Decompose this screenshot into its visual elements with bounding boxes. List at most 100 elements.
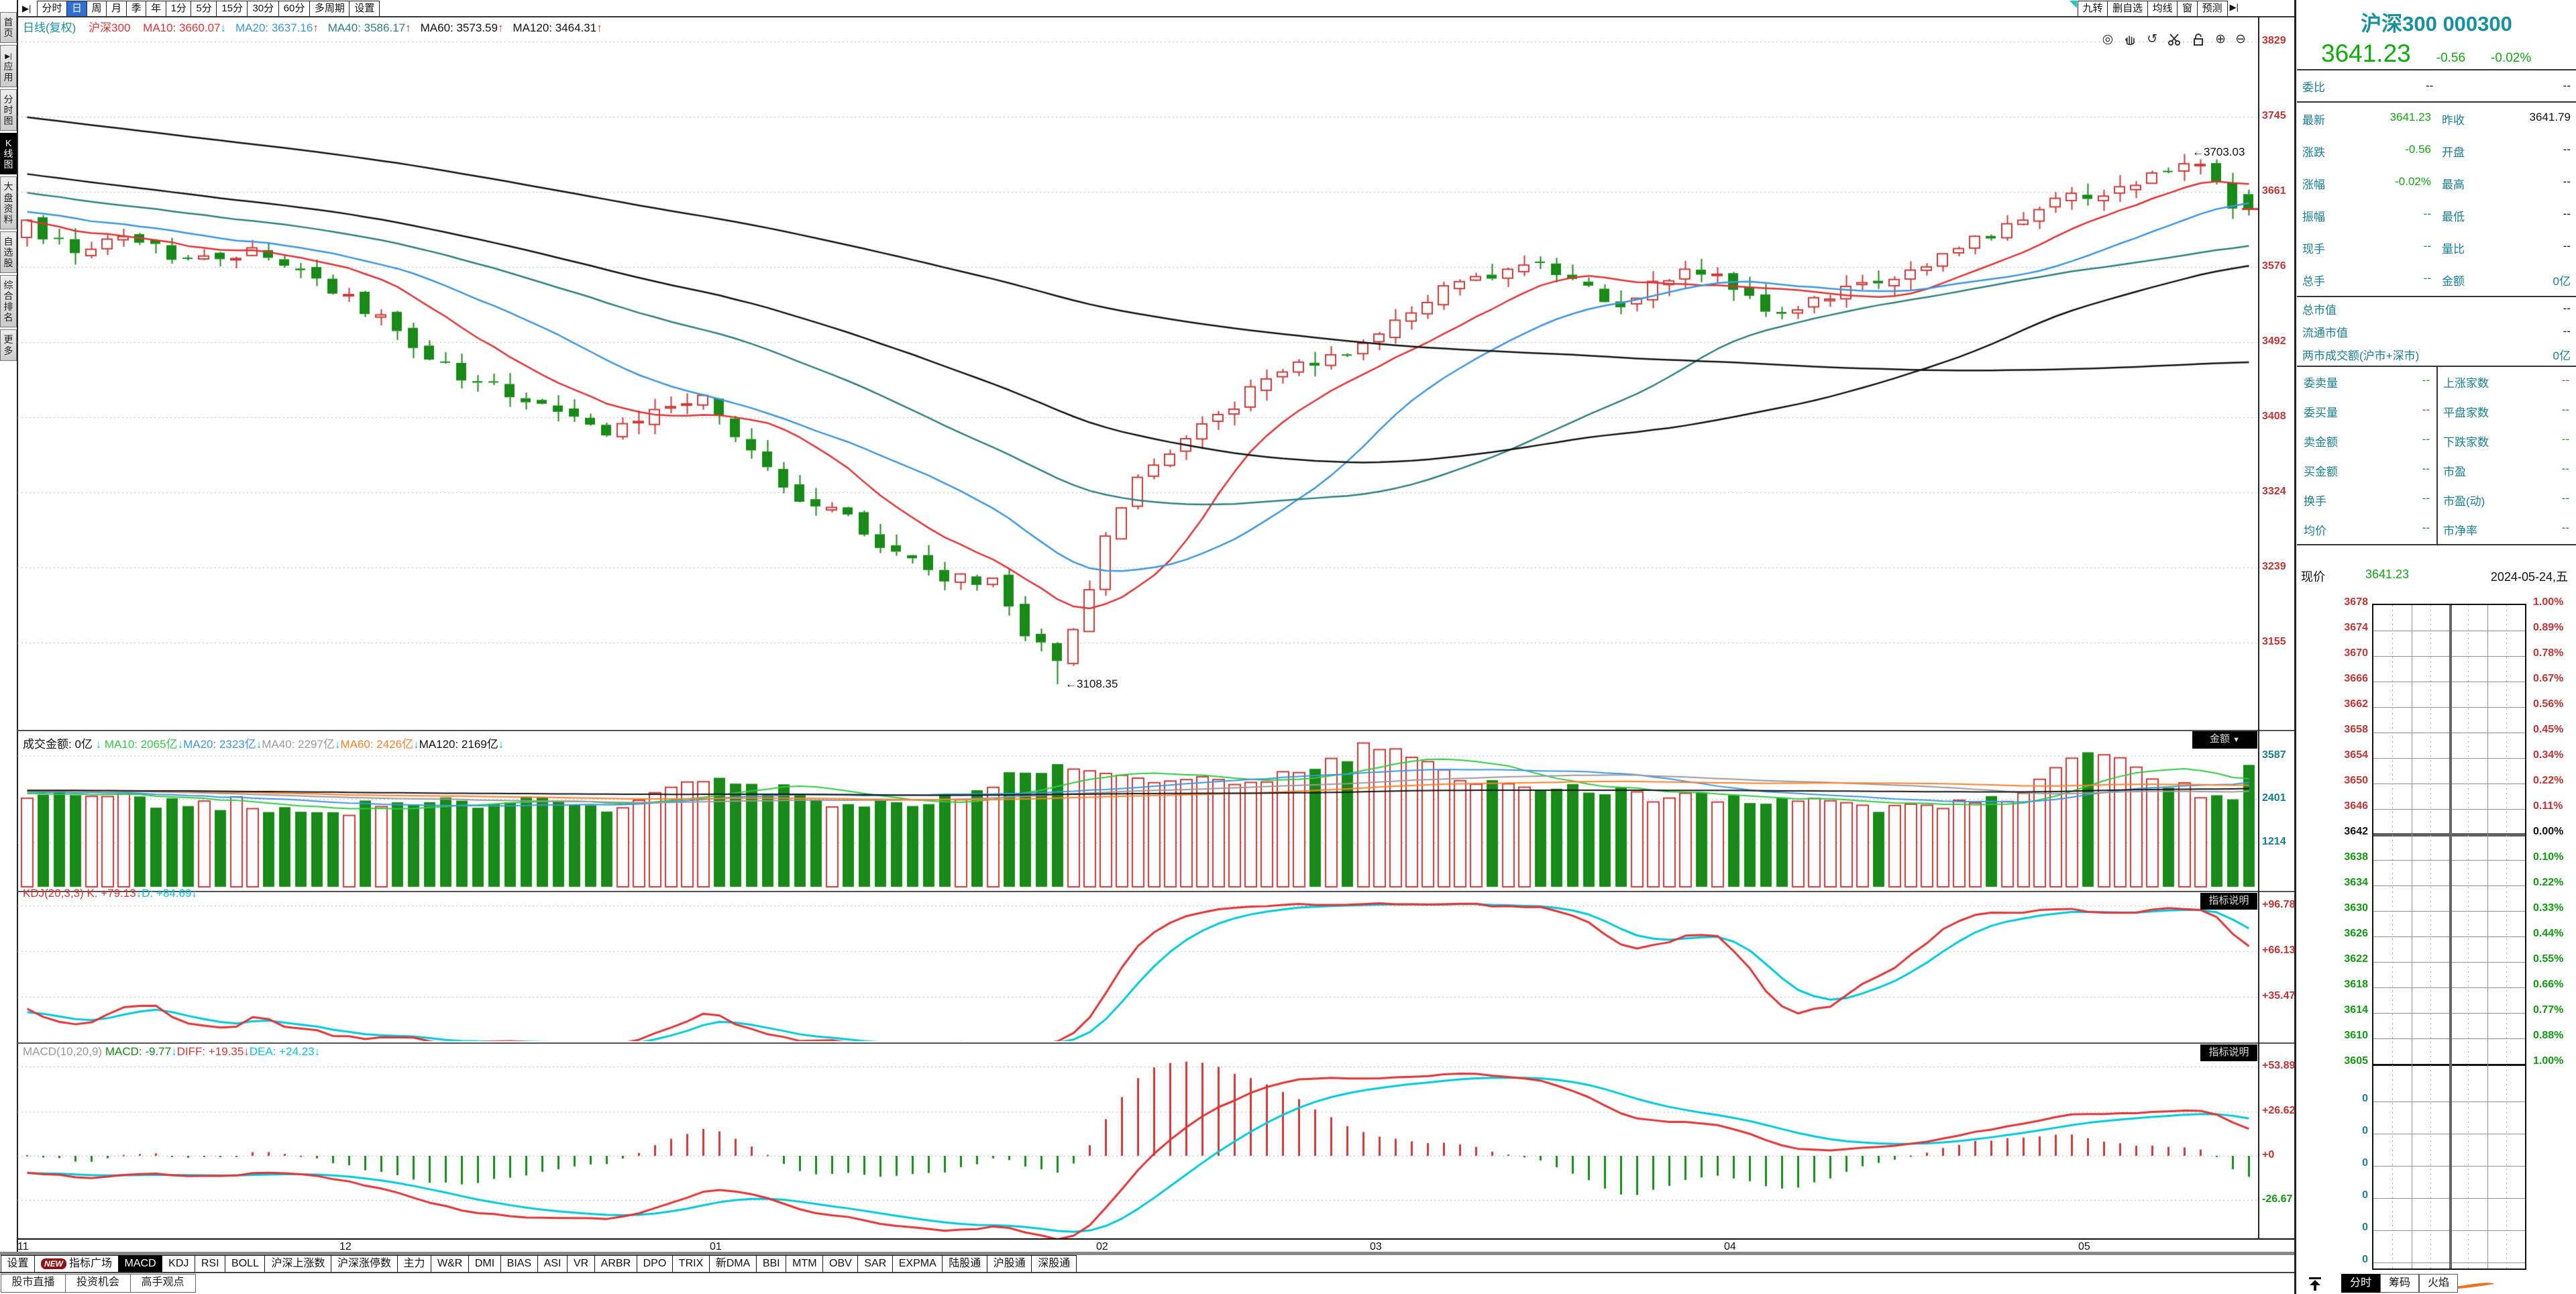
sidebar-item-大盘资料[interactable]: 大盘资料 <box>0 176 17 229</box>
indicator-tab-MTM[interactable]: MTM <box>786 1255 824 1273</box>
indicator-tabbar: 设置 NEW 指标广场 MACD KDJ RSI BOLL 沪深上涨数 沪深涨停数 主力 W&R DM… <box>0 1255 1077 1273</box>
period-tab-1分[interactable]: 1分 <box>165 1 192 17</box>
indicator-tab-OBV[interactable]: OBV <box>822 1255 859 1273</box>
lock-icon[interactable] <box>2191 32 2206 47</box>
indicator-tab-RSI[interactable]: RSI <box>194 1255 226 1273</box>
period-tab-多周期[interactable]: 多周期 <box>309 1 350 17</box>
indicator-tab-VR[interactable]: VR <box>566 1255 596 1273</box>
arrow-left-icon: ← <box>1065 678 1077 691</box>
indicator-tab-label: DMI <box>474 1258 495 1269</box>
indicator-tab-TRIX[interactable]: TRIX <box>672 1255 710 1273</box>
news-tab-投资机会[interactable]: 投资机会 <box>65 1274 131 1293</box>
sidebar-item-首页[interactable]: 首页 <box>0 12 17 44</box>
scissors-icon[interactable] <box>2167 32 2182 47</box>
hand-icon[interactable] <box>2123 32 2137 47</box>
indicator-tab-BOLL[interactable]: BOLL <box>225 1255 266 1273</box>
period-tab-15分[interactable]: 15分 <box>216 1 248 17</box>
sidebar-item-分时图[interactable]: 分时图 <box>0 89 17 131</box>
indicator-tab-DMI[interactable]: DMI <box>468 1255 502 1273</box>
indicator-tab-新DMA[interactable]: 新DMA <box>708 1255 757 1273</box>
indicator-tab-指标广场[interactable]: NEW 指标广场 <box>34 1255 119 1273</box>
undo-icon[interactable]: ↺ <box>2147 32 2158 46</box>
indicator-tab-KDJ[interactable]: KDJ <box>162 1255 196 1273</box>
news-tab-股市直播[interactable]: 股市直播 <box>0 1274 66 1293</box>
indicator-tab-DPO[interactable]: DPO <box>636 1255 674 1273</box>
price-axis-label: 3576 <box>2262 260 2286 272</box>
period-tab-周[interactable]: 周 <box>86 1 107 17</box>
ladder-price-label: 3678 <box>2344 596 2368 608</box>
indicator-tab-EXPMA[interactable]: EXPMA <box>892 1255 943 1273</box>
record-icon[interactable]: ◎ <box>2102 32 2114 46</box>
panel-tab-筹码[interactable]: 筹码 <box>2380 1274 2419 1293</box>
volume-mode-dropdown[interactable]: 金额 ▼ <box>2192 731 2257 749</box>
period-tab-60分[interactable]: 60分 <box>278 1 311 17</box>
kline-chart-canvas[interactable] <box>17 16 2258 1238</box>
quote-cell: 买金额 -- <box>2297 462 2436 479</box>
ladder-volume-label: 0 <box>2362 1157 2368 1169</box>
zoom-out-icon[interactable]: ⊖ <box>2235 32 2246 46</box>
quote-field-value: -- <box>2423 271 2431 284</box>
sidebar-item-应用[interactable]: ▶|应用 <box>0 45 17 87</box>
tool-button-预测[interactable]: 预测 <box>2196 1 2228 17</box>
sidebar-item-更多[interactable]: 更多 <box>0 329 17 361</box>
period-tab-分时[interactable]: 分时 <box>36 1 68 17</box>
period-tab-年[interactable]: 年 <box>146 1 167 17</box>
indicator-tab-W&R[interactable]: W&R <box>431 1255 470 1273</box>
ladder-percent-label: 0.66% <box>2533 979 2564 990</box>
period-tab-设置[interactable]: 设置 <box>349 1 380 17</box>
period-tab-5分[interactable]: 5分 <box>191 1 217 17</box>
scroll-top-icon[interactable] <box>2305 1275 2325 1293</box>
macd-indicator-help-button[interactable]: 指标说明 <box>2200 1044 2257 1061</box>
indicator-tab-沪深上涨数[interactable]: 沪深上涨数 <box>264 1255 332 1273</box>
collapse-panel-icon[interactable]: ▶| <box>2229 2 2239 12</box>
indicator-tab-SAR[interactable]: SAR <box>857 1255 894 1273</box>
indicator-tab-ASI[interactable]: ASI <box>537 1255 568 1273</box>
indicator-tab-深股通[interactable]: 深股通 <box>1031 1255 1077 1273</box>
indicator-tab-沪深涨停数[interactable]: 沪深涨停数 <box>330 1255 398 1273</box>
ladder-price-label: 3658 <box>2344 724 2368 735</box>
quote-singles: 总市值 -- 流通市值 -- 两市成交额(沪市+深市) 0亿 <box>2297 296 2576 366</box>
quote-field-label: 最高 <box>2442 178 2465 191</box>
quote-field-label: 上涨家数 <box>2443 376 2489 390</box>
macd-axis-label: +26.62 <box>2262 1105 2296 1117</box>
panel-tab-分时[interactable]: 分时 <box>2341 1274 2380 1293</box>
quote-field-label: 买金额 <box>2304 465 2338 478</box>
indicator-tab-label: 主力 <box>403 1258 425 1269</box>
sidebar-item-综合排名[interactable]: 综合排名 <box>0 275 17 328</box>
kdj-values: K: +79.13↓D: +84.69↓ <box>87 887 197 900</box>
indicator-tab-BIAS[interactable]: BIAS <box>500 1255 539 1273</box>
tool-button-窗[interactable]: 窗 <box>2177 1 2198 17</box>
zoom-in-icon[interactable]: ⊕ <box>2215 32 2226 46</box>
ladder-percent-label: 0.89% <box>2533 622 2564 633</box>
volume-header: 成交金额: 0亿 ↓ MA10: 2065亿↓MA20: 2323亿↓MA40:… <box>23 735 504 751</box>
kdj-indicator-help-button[interactable]: 指标说明 <box>2200 893 2257 910</box>
price-row: 3641.23 -0.56 -0.02% <box>2321 40 2576 68</box>
sidebar-item-自选股[interactable]: 自选股 <box>0 231 17 274</box>
quote-field-label: 开盘 <box>2442 146 2465 159</box>
tool-button-删自选[interactable]: 删自选 <box>2107 1 2149 17</box>
macd-values: MACD: -9.77↓DIFF: +19.35↓DEA: +24.23↓ <box>105 1045 320 1058</box>
trend-arrow-icon: ↓ <box>413 738 419 751</box>
indicator-tab-设置[interactable]: 设置 <box>0 1255 36 1273</box>
tool-button-九转[interactable]: 九转 <box>2077 1 2108 17</box>
quote-cell: 市盈(动) -- <box>2436 492 2576 508</box>
ladder-percent-label: 0.33% <box>2533 902 2564 914</box>
last-price: 3641.23 <box>2321 40 2411 67</box>
indicator-tab-沪股通[interactable]: 沪股通 <box>986 1255 1032 1273</box>
tool-button-均线[interactable]: 均线 <box>2147 1 2178 17</box>
period-tab-30分[interactable]: 30分 <box>247 1 280 17</box>
indicator-tab-主力[interactable]: 主力 <box>396 1255 432 1273</box>
indicator-tab-MACD[interactable]: MACD <box>117 1255 163 1273</box>
indicator-tab-陆股通[interactable]: 陆股通 <box>942 1255 988 1273</box>
period-tab-月[interactable]: 月 <box>106 1 127 17</box>
quote-pair-row: 均价 -- 市净率 -- <box>2297 515 2576 544</box>
collapse-sidebar-icon[interactable]: ▶| <box>22 3 32 13</box>
period-tab-日[interactable]: 日 <box>66 1 88 17</box>
period-tab-季[interactable]: 季 <box>125 1 147 17</box>
indicator-tab-BBI[interactable]: BBI <box>755 1255 787 1273</box>
news-tab-高手观点[interactable]: 高手观点 <box>129 1274 196 1293</box>
quote-row: 现手 -- 量比 -- <box>2297 231 2576 264</box>
indicator-tab-ARBR[interactable]: ARBR <box>594 1255 638 1273</box>
panel-tab-火焰[interactable]: 火焰 <box>2419 1274 2458 1293</box>
sidebar-item-K线图[interactable]: K线图 <box>0 133 17 175</box>
